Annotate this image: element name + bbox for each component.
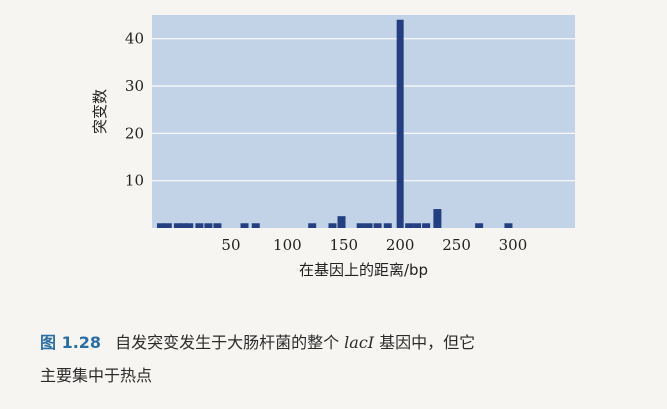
- bar: [173, 223, 182, 228]
- bar: [373, 223, 382, 228]
- bar: [356, 223, 365, 228]
- bar: [504, 223, 513, 228]
- bar: [251, 223, 260, 228]
- bar: [383, 223, 392, 228]
- figure-caption: 图 1.28 自发突变发生于大肠杆菌的整个 lacI 基因中，但它: [40, 329, 475, 353]
- figure-caption-line2: 主要集中于热点: [40, 366, 153, 385]
- caption-gene-name: lacI: [344, 333, 375, 352]
- bar: [405, 223, 414, 228]
- y-axis-title: 突变数: [91, 89, 109, 134]
- y-tick-label: 40: [125, 30, 144, 48]
- x-tick-label: 150: [329, 236, 358, 254]
- bar: [413, 223, 422, 228]
- bar: [337, 216, 346, 228]
- figure-number: 图 1.28: [40, 333, 102, 352]
- bar: [364, 223, 373, 228]
- y-tick-label: 20: [125, 124, 144, 142]
- caption-text-before: 自发突变发生于大肠杆菌的整个: [115, 333, 345, 352]
- bar: [179, 223, 188, 228]
- bar: [213, 223, 222, 228]
- bar: [475, 223, 484, 228]
- bars: [157, 19, 513, 228]
- bar: [308, 223, 317, 228]
- x-axis-title: 在基因上的距离/bp: [299, 261, 428, 279]
- x-tick-labels: 50 100 150 200 250 300: [221, 236, 527, 254]
- bar: [396, 19, 404, 228]
- bar: [204, 223, 213, 228]
- bar: [422, 223, 431, 228]
- x-tick-label: 50: [221, 236, 240, 254]
- x-tick-label: 200: [386, 236, 415, 254]
- bar: [195, 223, 204, 228]
- bar: [240, 223, 249, 228]
- x-tick-label: 300: [499, 236, 528, 254]
- bar: [185, 223, 194, 228]
- caption-text-after: 基因中，但它: [374, 333, 476, 352]
- y-tick-label: 30: [125, 77, 144, 95]
- bar: [433, 209, 442, 228]
- x-tick-label: 250: [442, 236, 471, 254]
- y-tick-label: 10: [125, 172, 144, 190]
- bar: [157, 223, 166, 228]
- x-tick-label: 100: [273, 236, 302, 254]
- plot-area: [152, 15, 575, 228]
- bar: [163, 223, 172, 228]
- y-tick-labels: 10 20 30 40: [125, 30, 144, 190]
- bar-chart: 50 100 150 200 250 300 10 20 30 40 在基因上的距离/bp 突变…: [91, 15, 575, 279]
- gridlines: [152, 37, 575, 182]
- bar: [328, 223, 337, 228]
